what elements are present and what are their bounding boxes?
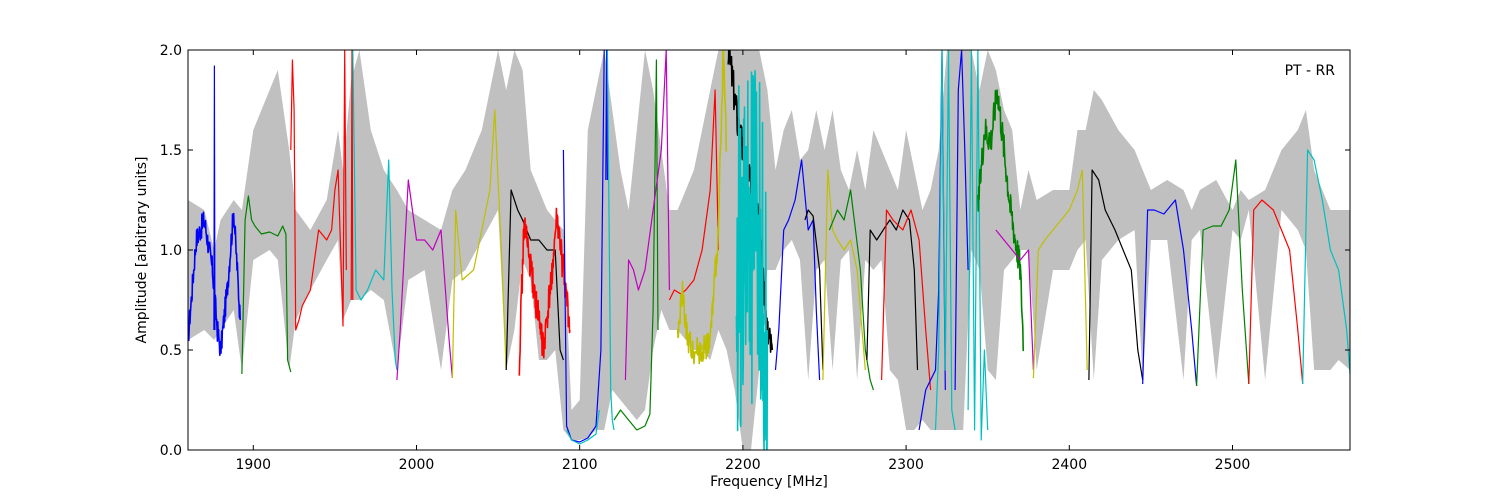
series-line-23 <box>822 169 866 381</box>
envelope-layer <box>188 50 1350 450</box>
series-line-21 <box>774 159 821 381</box>
series-line-14 <box>606 50 615 431</box>
series-line-16 <box>624 50 670 381</box>
chart-annotation: PT - RR <box>1285 63 1336 79</box>
series-line-27 <box>918 50 946 431</box>
series-line-9 <box>505 189 564 371</box>
series-line-11 <box>562 50 605 443</box>
series-line-36 <box>1196 159 1250 387</box>
series-line-4 <box>290 50 347 331</box>
series-line-30 <box>967 50 989 441</box>
x-tick-label: 2200 <box>725 457 761 473</box>
y-tick-label: 1.5 <box>160 143 182 159</box>
series-line-8 <box>451 109 507 379</box>
series-line-15 <box>613 59 659 431</box>
plot-area <box>188 50 1350 450</box>
series-layer <box>188 50 1350 450</box>
x-tick-label: 2400 <box>1051 457 1087 473</box>
series-line-32 <box>995 229 1034 371</box>
series-line-28 <box>934 50 956 431</box>
series-line-31 <box>977 89 1025 352</box>
y-tick-label: 0.5 <box>160 343 182 359</box>
series-line-18 <box>676 50 728 365</box>
series-line-25 <box>866 209 919 371</box>
y-tick-label: 0.0 <box>160 443 182 459</box>
envelope-band <box>188 50 1350 450</box>
x-axis-label: Frequency [MHz] <box>710 474 828 490</box>
ticks-layer: 1900 2000 2100 2200 2300 2400 2500 0.0 0.5 1.0 1.5… <box>160 43 1350 473</box>
series-line-34 <box>1088 169 1144 381</box>
y-tick-label: 1.0 <box>160 243 182 259</box>
x-tick-label: 2500 <box>1215 457 1251 473</box>
series-line-6 <box>352 50 398 371</box>
series-line-7 <box>396 179 453 381</box>
x-tick-label: 2100 <box>562 457 598 473</box>
series-line-38 <box>1302 149 1350 385</box>
x-tick-label: 2000 <box>399 457 435 473</box>
series-line-20 <box>735 70 769 450</box>
series-line-26 <box>881 209 932 391</box>
series-line-22 <box>804 209 824 371</box>
series-line-35 <box>1142 199 1198 387</box>
y-axis-label: Amplitude [arbitrary units] <box>134 157 150 344</box>
x-tick-label: 2300 <box>888 457 924 473</box>
series-line-12 <box>566 409 600 445</box>
series-line-3 <box>241 195 292 375</box>
x-tick-label: 1900 <box>235 457 271 473</box>
series-line-24 <box>828 189 874 391</box>
series-line-10 <box>518 207 571 376</box>
series-line-5 <box>350 50 354 301</box>
series-line-2 <box>213 65 216 331</box>
series-line-29 <box>954 50 969 391</box>
series-line-37 <box>1248 199 1304 385</box>
y-tick-label: 2.0 <box>160 43 182 59</box>
series-line-17 <box>668 89 719 301</box>
series-line-33 <box>1032 169 1088 379</box>
series-line-13 <box>605 50 608 181</box>
